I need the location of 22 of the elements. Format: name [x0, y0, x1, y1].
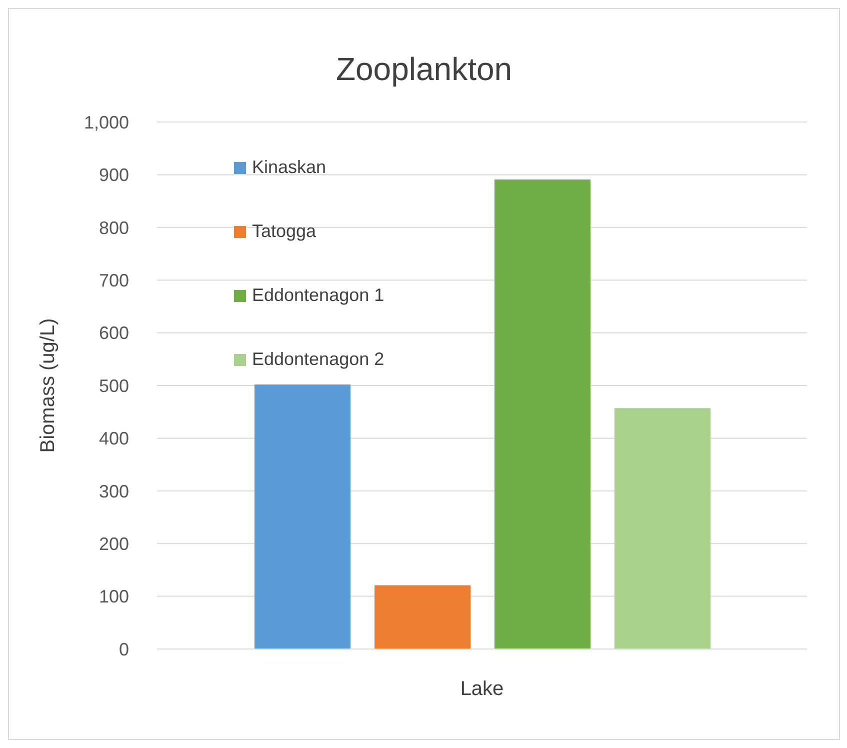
y-tick-label: 800: [98, 218, 129, 238]
bar: [374, 585, 470, 649]
y-tick-label: 0: [118, 639, 129, 660]
y-tick-label: 500: [98, 376, 129, 396]
chart-title: Zooplankton: [334, 51, 514, 88]
legend-label: Eddontenagon 1: [251, 285, 384, 306]
y-tick-label: 1,000: [84, 112, 129, 132]
legend-label: Tatogga: [251, 221, 318, 242]
y-axis-title: Biomass (ug/L): [37, 318, 60, 453]
y-tick-label: 300: [98, 481, 129, 502]
legend-label: Eddontenagon 2: [251, 349, 384, 370]
y-tick-label: 700: [98, 270, 129, 290]
y-tick-label: 600: [98, 323, 129, 344]
y-tick-label: 200: [98, 534, 129, 554]
y-tick-label: 100: [98, 586, 129, 607]
y-tick-label: 900: [98, 165, 129, 186]
bar: [614, 408, 710, 649]
x-axis-title: Lake: [460, 678, 504, 700]
y-tick-label: 400: [98, 428, 129, 449]
bar: [254, 384, 350, 649]
legend-label: Kinaskan: [251, 157, 328, 178]
bar: [494, 179, 590, 649]
